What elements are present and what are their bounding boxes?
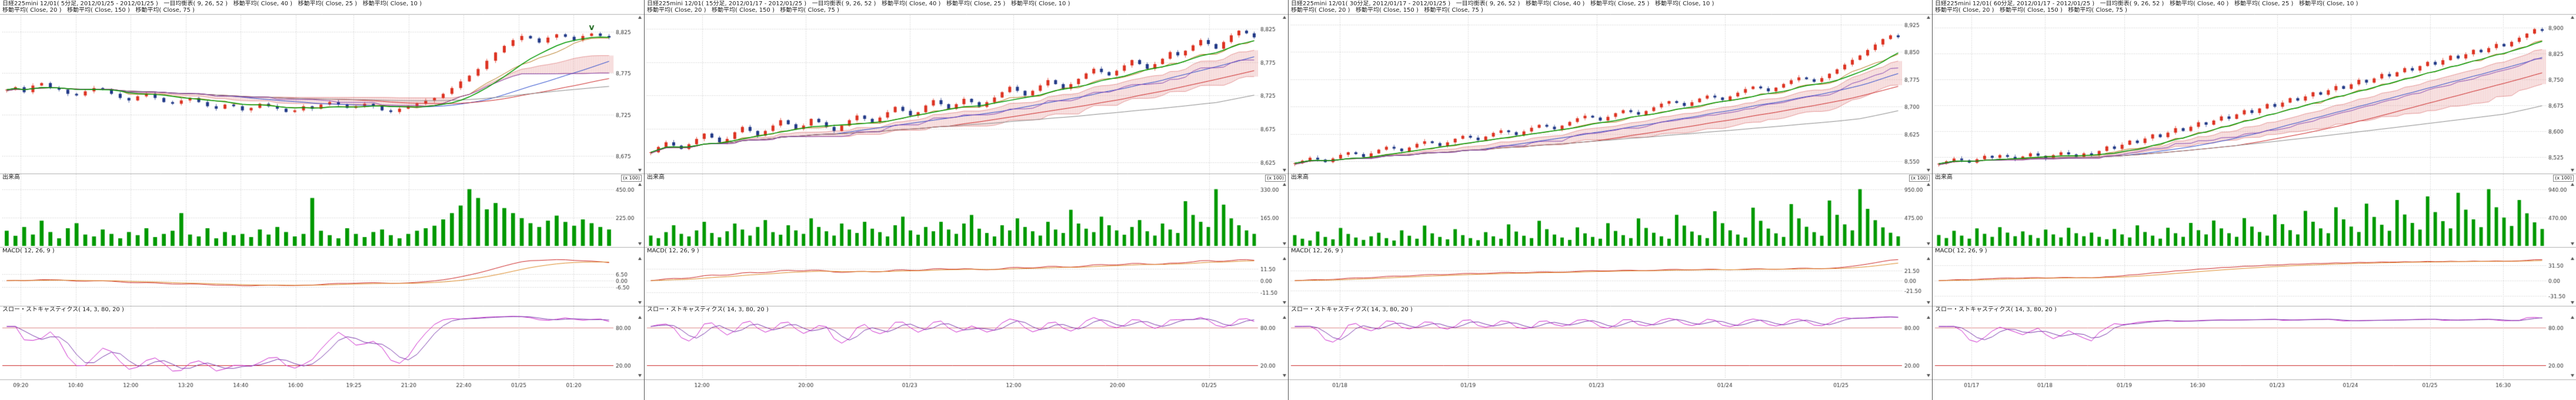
chart-canvas-30min[interactable] <box>1289 0 1932 400</box>
volume-unit-label: (x 100) <box>621 175 642 182</box>
stochastics-section-label: スロー・ストキャスティクス( 14, 3, 80, 20 ) <box>1935 306 2057 314</box>
chart-canvas-5min[interactable] <box>0 0 644 400</box>
volume-section-label: 出来高 <box>1935 174 1953 181</box>
chart-panel-30min: 日経225mini 12/01( 30分足, 2012/01/17 - 2012… <box>1288 0 1932 400</box>
chart-canvas-60min[interactable] <box>1933 0 2576 400</box>
volume-unit-label: (x 100) <box>1909 175 1930 182</box>
panel-legend: 移動平均( Close, 20 ) 移動平均( Close, 150 ) 移動平… <box>647 7 839 14</box>
volume-unit-label: (x 100) <box>2553 175 2574 182</box>
panel-title: 日経225mini 12/01( 15分足, 2012/01/17 - 2012… <box>647 1 1070 7</box>
macd-section-label: MACD( 12, 26, 9 ) <box>1935 248 1987 255</box>
panel-title: 日経225mini 12/01( 30分足, 2012/01/17 - 2012… <box>1291 1 1714 7</box>
panel-title: 日経225mini 12/01( 60分足, 2012/01/17 - 2012… <box>1935 1 2358 7</box>
panel-legend: 移動平均( Close, 20 ) 移動平均( Close, 150 ) 移動平… <box>2 7 195 14</box>
volume-section-label: 出来高 <box>2 174 20 181</box>
stochastics-section-label: スロー・ストキャスティクス( 14, 3, 80, 20 ) <box>2 306 124 314</box>
volume-unit-label: (x 100) <box>1265 175 1286 182</box>
stochastics-section-label: スロー・ストキャスティクス( 14, 3, 80, 20 ) <box>1291 306 1413 314</box>
macd-section-label: MACD( 12, 26, 9 ) <box>647 248 699 255</box>
chart-panel-60min: 日経225mini 12/01( 60分足, 2012/01/17 - 2012… <box>1932 0 2576 400</box>
chart-panel-5min: 日経225mini 12/01( 5分足, 2012/01/25 - 2012/… <box>0 0 644 400</box>
panel-legend: 移動平均( Close, 20 ) 移動平均( Close, 150 ) 移動平… <box>1291 7 1483 14</box>
panel-title: 日経225mini 12/01( 5分足, 2012/01/25 - 2012/… <box>2 1 422 7</box>
stochastics-section-label: スロー・ストキャスティクス( 14, 3, 80, 20 ) <box>647 306 769 314</box>
macd-section-label: MACD( 12, 26, 9 ) <box>2 248 55 255</box>
chart-canvas-15min[interactable] <box>645 0 1288 400</box>
panel-legend: 移動平均( Close, 20 ) 移動平均( Close, 150 ) 移動平… <box>1935 7 2127 14</box>
volume-section-label: 出来高 <box>647 174 665 181</box>
macd-section-label: MACD( 12, 26, 9 ) <box>1291 248 1343 255</box>
chart-panel-15min: 日経225mini 12/01( 15分足, 2012/01/17 - 2012… <box>644 0 1288 400</box>
volume-section-label: 出来高 <box>1291 174 1309 181</box>
